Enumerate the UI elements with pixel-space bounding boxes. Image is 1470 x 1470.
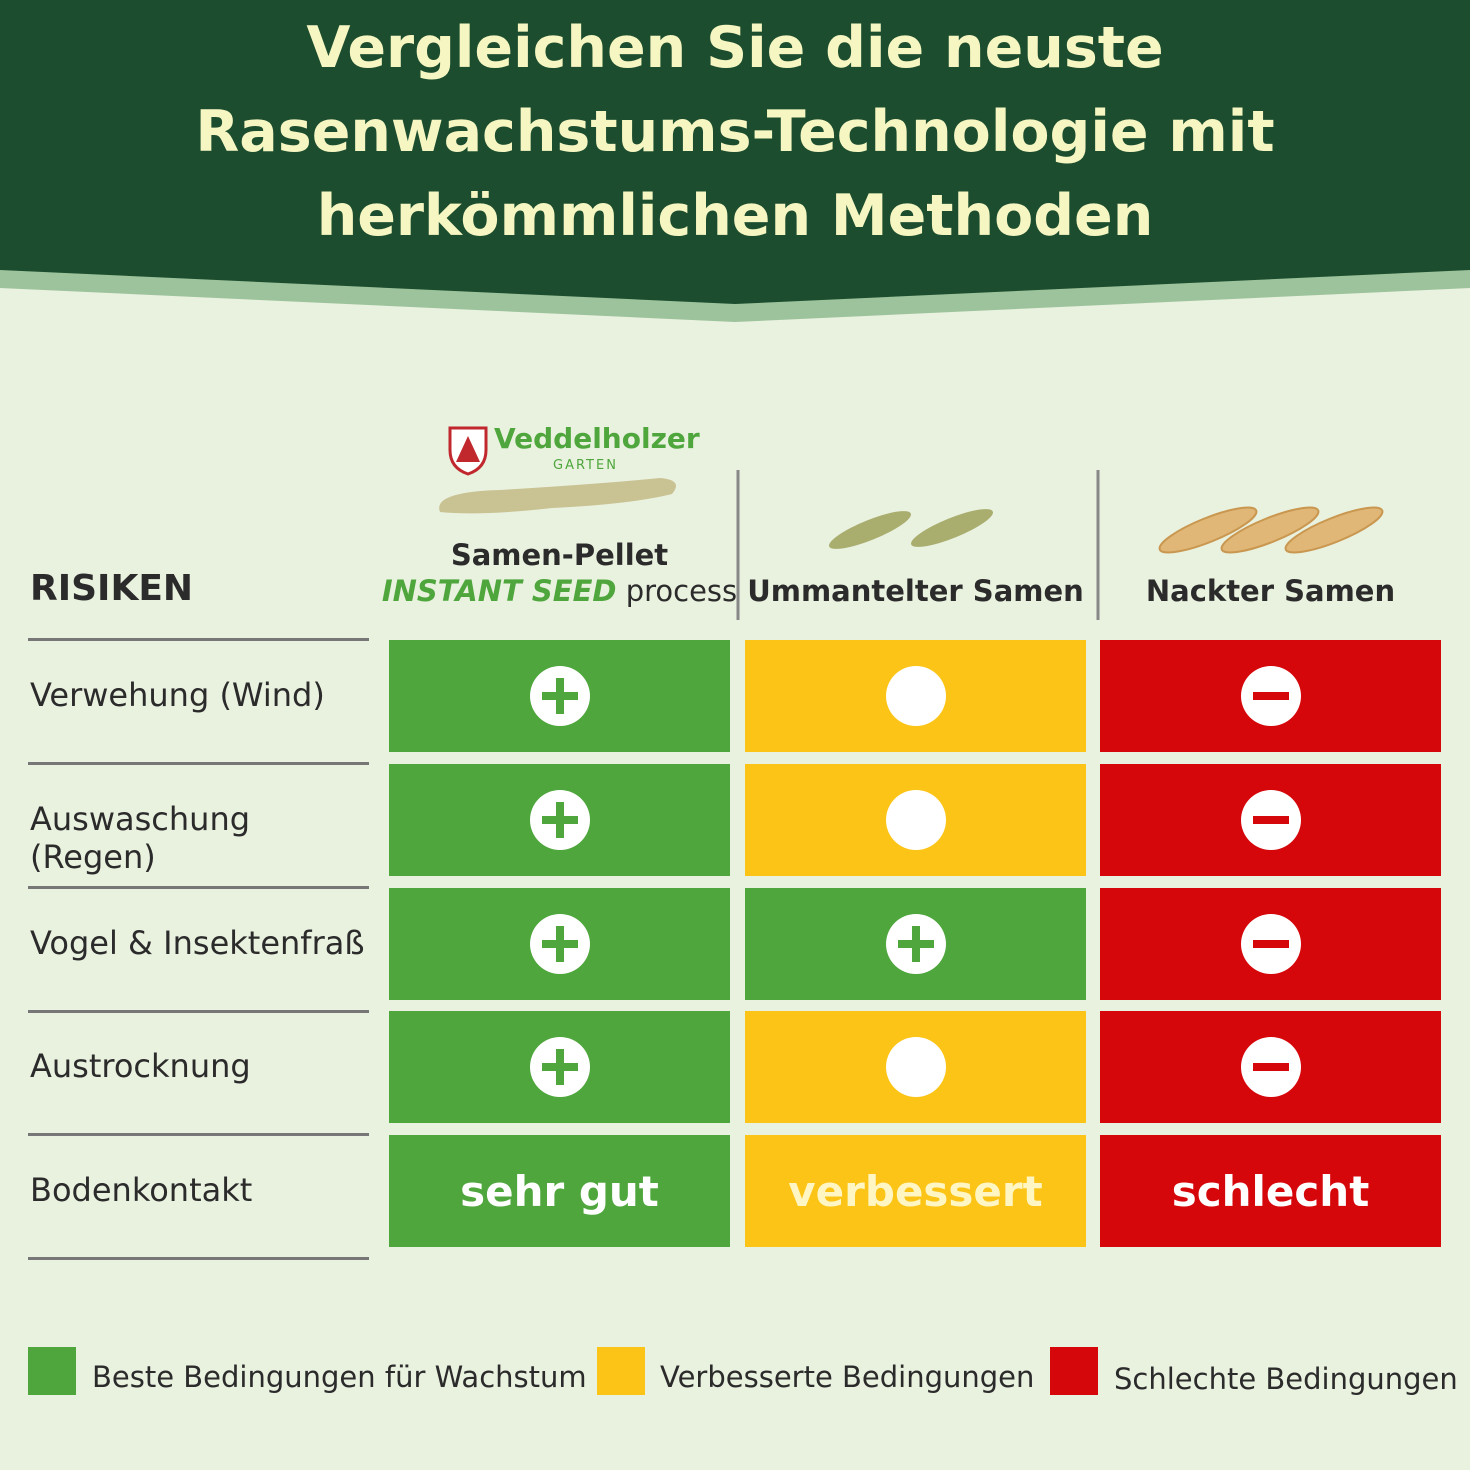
row-separator xyxy=(28,638,369,641)
row-separator xyxy=(28,1010,369,1013)
logo-tagline: GARTEN xyxy=(553,458,618,473)
table-cell xyxy=(389,1011,730,1123)
rating-icon xyxy=(529,790,590,850)
table-cell: sehr gut xyxy=(389,1135,730,1247)
row-separator xyxy=(28,1133,369,1136)
table-cell xyxy=(1100,764,1441,876)
table-cell xyxy=(389,640,730,752)
title-line: Vergleichen Sie die neuste xyxy=(306,15,1164,81)
rating-icon xyxy=(885,666,946,726)
legend-swatch xyxy=(1050,1347,1098,1395)
column-title: Ummantelter Samen xyxy=(747,574,1084,608)
column-subtitle: INSTANT SEED process xyxy=(360,574,760,608)
header-band xyxy=(0,0,1470,322)
table-cell xyxy=(1100,888,1441,1000)
rating-icon xyxy=(1240,914,1301,974)
title-line: Rasenwachstums-Technologie mit xyxy=(195,99,1275,165)
row-header: RISIKEN xyxy=(30,568,194,609)
rating-icon xyxy=(1240,790,1301,850)
legend-swatch xyxy=(597,1347,645,1395)
table-cell xyxy=(745,764,1086,876)
row-label: Austrocknung xyxy=(30,1047,251,1085)
legend-label: Verbesserte Bedingungen xyxy=(660,1360,1035,1394)
row-separator xyxy=(28,762,369,765)
logo-brand: Veddelholzer xyxy=(494,422,700,455)
table-cell xyxy=(1100,1011,1441,1123)
rating-icon xyxy=(1240,1037,1301,1097)
rating-icon xyxy=(885,1037,946,1097)
legend-label: Beste Bedingungen für Wachstum xyxy=(92,1360,587,1394)
rating-icon xyxy=(529,1037,590,1097)
legend-swatch xyxy=(28,1347,76,1395)
rating-icon xyxy=(1240,666,1301,726)
table-cell xyxy=(1100,640,1441,752)
row-label: Vogel & Insektenfraß xyxy=(30,924,365,962)
table-cell xyxy=(745,1011,1086,1123)
row-label: Verwehung (Wind) xyxy=(30,676,325,714)
table-cell xyxy=(389,888,730,1000)
rating-icon xyxy=(885,790,946,850)
rating-icon xyxy=(529,914,590,974)
table-cell xyxy=(745,640,1086,752)
rating-icon xyxy=(529,666,590,726)
column-title: Nackter Samen xyxy=(1145,574,1396,608)
legend-label: Schlechte Bedingungen xyxy=(1114,1362,1458,1396)
table-cell xyxy=(745,888,1086,1000)
column-highlight: INSTANT SEED xyxy=(381,574,617,608)
table-cell xyxy=(389,764,730,876)
row-label: Auswaschung (Regen) xyxy=(30,800,251,876)
decorations xyxy=(439,426,1384,620)
column-suffix: process xyxy=(625,574,738,608)
title-line: herkömmlichen Methoden xyxy=(316,183,1154,249)
table-cell: schlecht xyxy=(1100,1135,1441,1247)
table-cell: verbessert xyxy=(745,1135,1086,1247)
column-title: Samen-Pellet xyxy=(450,538,669,572)
row-separator xyxy=(28,1257,369,1260)
row-separator xyxy=(28,886,369,889)
rating-icon xyxy=(885,914,946,974)
row-label: Bodenkontakt xyxy=(30,1171,253,1209)
